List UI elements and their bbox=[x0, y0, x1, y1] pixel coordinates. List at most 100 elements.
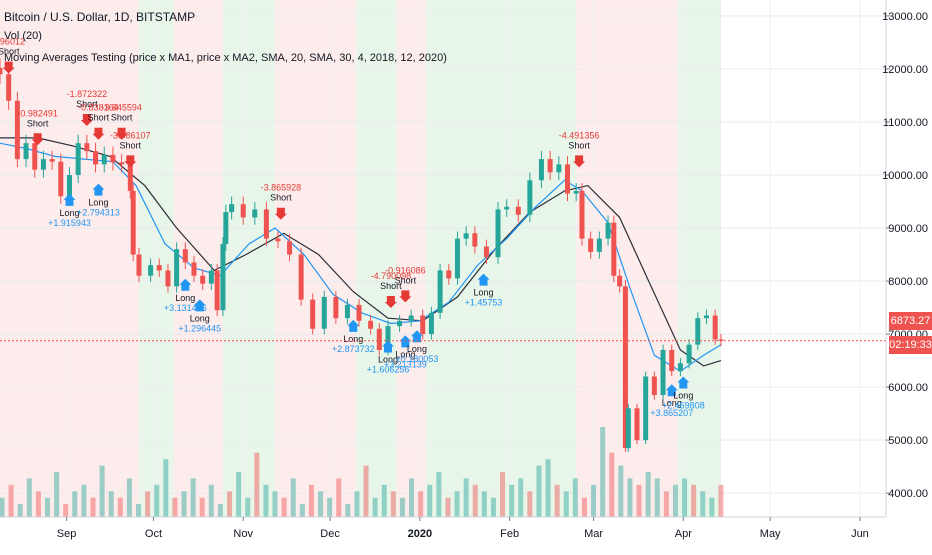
volume-bar-69 bbox=[627, 478, 633, 517]
price-axis-panel[interactable] bbox=[886, 0, 932, 550]
volume-bar-48 bbox=[436, 472, 442, 517]
short-signal-label-2: Short bbox=[76, 99, 98, 109]
volume-bar-25 bbox=[227, 491, 233, 517]
candle-body-75 bbox=[669, 349, 675, 372]
candle-body-8 bbox=[66, 174, 72, 197]
bar-countdown-tag: 02:19:33 bbox=[889, 336, 932, 354]
short-signal-label-9: Short bbox=[568, 140, 590, 150]
candle-body-9 bbox=[75, 143, 81, 175]
long-signal-value-2: +3.131476 bbox=[164, 303, 207, 313]
long-signal-value-0: +1.915943 bbox=[48, 218, 91, 228]
volume-bar-38 bbox=[345, 504, 351, 517]
volume-bar-43 bbox=[390, 491, 396, 517]
x-tick-label-2: Nov bbox=[233, 528, 253, 540]
long-signal-label-6: Long bbox=[395, 349, 415, 359]
long-signal-value-6: +3.213139 bbox=[384, 359, 427, 369]
short-signal-label-0: Short bbox=[0, 47, 20, 57]
candle-body-14 bbox=[119, 162, 125, 165]
grid-layer bbox=[0, 0, 886, 517]
strategy-indicator-label[interactable]: Moving Averages Testing (price x MA1, pr… bbox=[4, 52, 447, 64]
volume-bar-15 bbox=[136, 504, 142, 517]
y-tick-label-1: 5000.00 bbox=[888, 435, 928, 447]
volume-bar-32 bbox=[290, 478, 296, 517]
time-axis-panel[interactable] bbox=[0, 517, 932, 550]
volume-bar-17 bbox=[154, 484, 160, 517]
long-signal-label-8: Long bbox=[474, 288, 494, 298]
long-signal-label-1: Long bbox=[88, 198, 108, 208]
short-arrow-icon-6 bbox=[274, 207, 287, 220]
candle-body-3 bbox=[23, 143, 29, 160]
long-signal-label-9: Long bbox=[662, 398, 682, 408]
candle-body-80 bbox=[712, 315, 718, 340]
candle-body-45 bbox=[408, 315, 414, 321]
candle-body-20 bbox=[165, 270, 171, 287]
candle-body-46 bbox=[420, 315, 426, 335]
short-signal-value-5: -3.086107 bbox=[110, 130, 151, 140]
long-signal-label-10: Long bbox=[673, 390, 693, 400]
volume-bar-33 bbox=[299, 504, 305, 517]
candle-body-2 bbox=[14, 100, 20, 160]
volume-bar-55 bbox=[500, 472, 506, 517]
candle-body-10 bbox=[84, 143, 90, 152]
volume-bar-66 bbox=[600, 427, 606, 517]
regime-band-5 bbox=[356, 0, 397, 517]
long-arrow-icon-2 bbox=[179, 278, 192, 291]
volume-bar-31 bbox=[281, 497, 287, 517]
long-signal-label-7: Long bbox=[407, 344, 427, 354]
candle-body-33 bbox=[275, 238, 281, 242]
candle-body-26 bbox=[214, 270, 220, 311]
volume-bar-63 bbox=[572, 478, 578, 517]
long-signal-value-5: +1.606256 bbox=[367, 364, 410, 374]
candle-body-79 bbox=[703, 315, 709, 319]
volume-bar-45 bbox=[409, 478, 415, 517]
volume-bar-78 bbox=[709, 497, 715, 517]
short-signal-label-5: Short bbox=[120, 140, 142, 150]
short-signal-value-9: -4.491356 bbox=[559, 130, 600, 140]
volume-indicator-label[interactable]: Vol (20) bbox=[4, 30, 42, 42]
volume-bar-51 bbox=[463, 478, 469, 517]
volume-bar-54 bbox=[490, 497, 496, 517]
short-signal-value-1: -0.982491 bbox=[17, 108, 58, 118]
candle-body-23 bbox=[191, 262, 197, 276]
candle-body-16 bbox=[130, 190, 136, 255]
volume-bar-7 bbox=[63, 504, 69, 517]
volume-bar-36 bbox=[327, 497, 333, 517]
long-signal-label-5: Long bbox=[378, 354, 398, 364]
short-arrow-icon-0 bbox=[2, 61, 15, 74]
volume-bar-53 bbox=[481, 491, 487, 517]
regime-band-3 bbox=[222, 0, 276, 517]
regime-band-6 bbox=[396, 0, 426, 517]
volume-bar-5 bbox=[45, 497, 51, 517]
regime-band-7 bbox=[425, 0, 577, 517]
long-arrow-icon-6 bbox=[399, 335, 412, 348]
short-signal-label-7: Short bbox=[380, 281, 402, 291]
long-arrow-icon-3 bbox=[193, 299, 206, 312]
volume-bar-22 bbox=[199, 497, 205, 517]
x-tick-label-3: Dec bbox=[320, 528, 340, 540]
short-signal-value-4: -3.845594 bbox=[101, 103, 142, 113]
long-arrow-icon-5 bbox=[381, 340, 394, 353]
short-arrow-icon-2 bbox=[80, 113, 93, 126]
candle-body-69 bbox=[622, 286, 628, 449]
price-layer bbox=[0, 58, 724, 452]
candle-body-34 bbox=[287, 241, 293, 255]
candle-body-47 bbox=[428, 312, 434, 335]
short-signal-value-6: -3.865928 bbox=[261, 183, 302, 193]
candle-body-76 bbox=[677, 363, 683, 372]
volume-bar-59 bbox=[536, 465, 542, 517]
volume-bar-77 bbox=[700, 491, 706, 517]
volume-bar-49 bbox=[445, 497, 451, 517]
candle-body-37 bbox=[321, 296, 327, 329]
short-arrow-icon-5 bbox=[124, 155, 137, 168]
candle-body-29 bbox=[229, 204, 235, 213]
volume-bar-2 bbox=[17, 504, 23, 517]
candle-body-78 bbox=[695, 318, 701, 345]
volume-bar-35 bbox=[318, 491, 324, 517]
volume-bar-70 bbox=[636, 484, 642, 517]
symbol-title[interactable]: Bitcoin / U.S. Dollar, 1D, BITSTAMP bbox=[4, 10, 196, 24]
volume-bar-46 bbox=[418, 491, 424, 517]
x-tick-label-8: May bbox=[760, 528, 781, 540]
candle-body-15 bbox=[127, 164, 133, 191]
